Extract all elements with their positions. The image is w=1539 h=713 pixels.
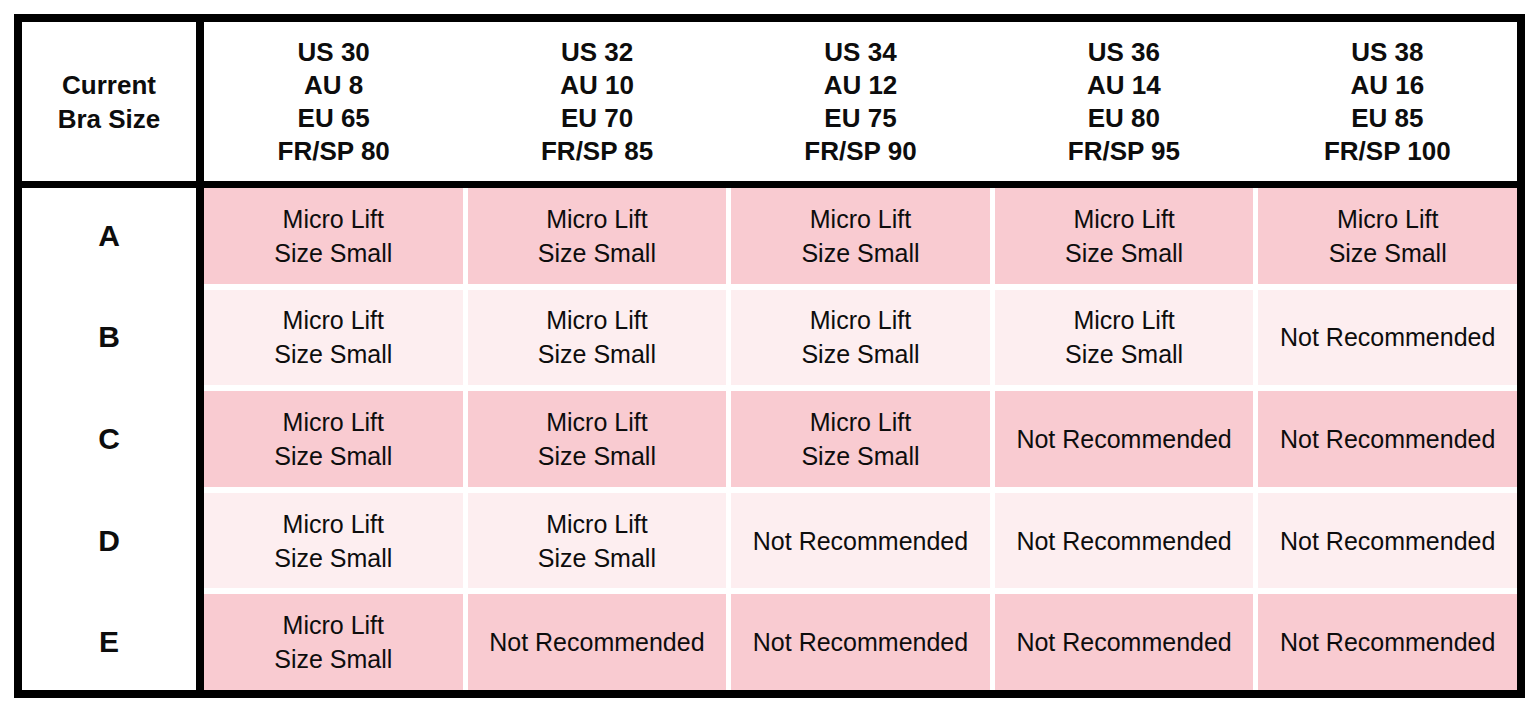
cell-d-us34: Not Recommended [731,493,990,589]
row-label-e: E [22,594,196,690]
cell-c-us34: Micro Lift Size Small [731,391,990,487]
cell-c-us30: Micro Lift Size Small [204,391,463,487]
column-header-us30: US 30 AU 8 EU 65 FR/SP 80 [204,22,463,181]
cell-c-us32: Micro Lift Size Small [468,391,727,487]
row-label-c: C [22,391,196,487]
cell-a-us34: Micro Lift Size Small [731,188,990,284]
row-label-b: B [22,290,196,386]
cell-a-us32: Micro Lift Size Small [468,188,727,284]
corner-header-cell: Current Bra Size [22,22,196,188]
table-body: Micro Lift Size Small Micro Lift Size Sm… [204,188,1517,690]
cell-e-us34: Not Recommended [731,594,990,690]
cell-d-us38: Not Recommended [1258,493,1517,589]
cell-b-us30: Micro Lift Size Small [204,290,463,386]
row-label-d: D [22,493,196,589]
column-header-us34: US 34 AU 12 EU 75 FR/SP 90 [731,22,990,181]
page: { "table": { "corner_header": "Current\n… [0,0,1539,713]
cell-b-us38: Not Recommended [1258,290,1517,386]
cell-a-us38: Micro Lift Size Small [1258,188,1517,284]
cell-e-us36: Not Recommended [995,594,1254,690]
cell-d-us32: Micro Lift Size Small [468,493,727,589]
cell-e-us30: Micro Lift Size Small [204,594,463,690]
column-header-us36: US 36 AU 14 EU 80 FR/SP 95 [994,22,1253,181]
cell-e-us32: Not Recommended [468,594,727,690]
cell-c-us38: Not Recommended [1258,391,1517,487]
row-label-a: A [22,188,196,284]
bra-size-table: Current Bra Size A B C D E US 30 AU 8 EU… [14,14,1525,698]
cell-b-us32: Micro Lift Size Small [468,290,727,386]
cell-c-us36: Not Recommended [995,391,1254,487]
table-main-area: US 30 AU 8 EU 65 FR/SP 80 US 32 AU 10 EU… [204,22,1517,690]
cell-b-us34: Micro Lift Size Small [731,290,990,386]
column-headers: US 30 AU 8 EU 65 FR/SP 80 US 32 AU 10 EU… [204,22,1517,188]
cell-a-us30: Micro Lift Size Small [204,188,463,284]
row-label-column: Current Bra Size A B C D E [22,22,204,690]
cell-b-us36: Micro Lift Size Small [995,290,1254,386]
row-labels: A B C D E [22,188,196,690]
cell-a-us36: Micro Lift Size Small [995,188,1254,284]
cell-d-us36: Not Recommended [995,493,1254,589]
column-header-us38: US 38 AU 16 EU 85 FR/SP 100 [1258,22,1517,181]
cell-d-us30: Micro Lift Size Small [204,493,463,589]
cell-e-us38: Not Recommended [1258,594,1517,690]
column-header-us32: US 32 AU 10 EU 70 FR/SP 85 [467,22,726,181]
